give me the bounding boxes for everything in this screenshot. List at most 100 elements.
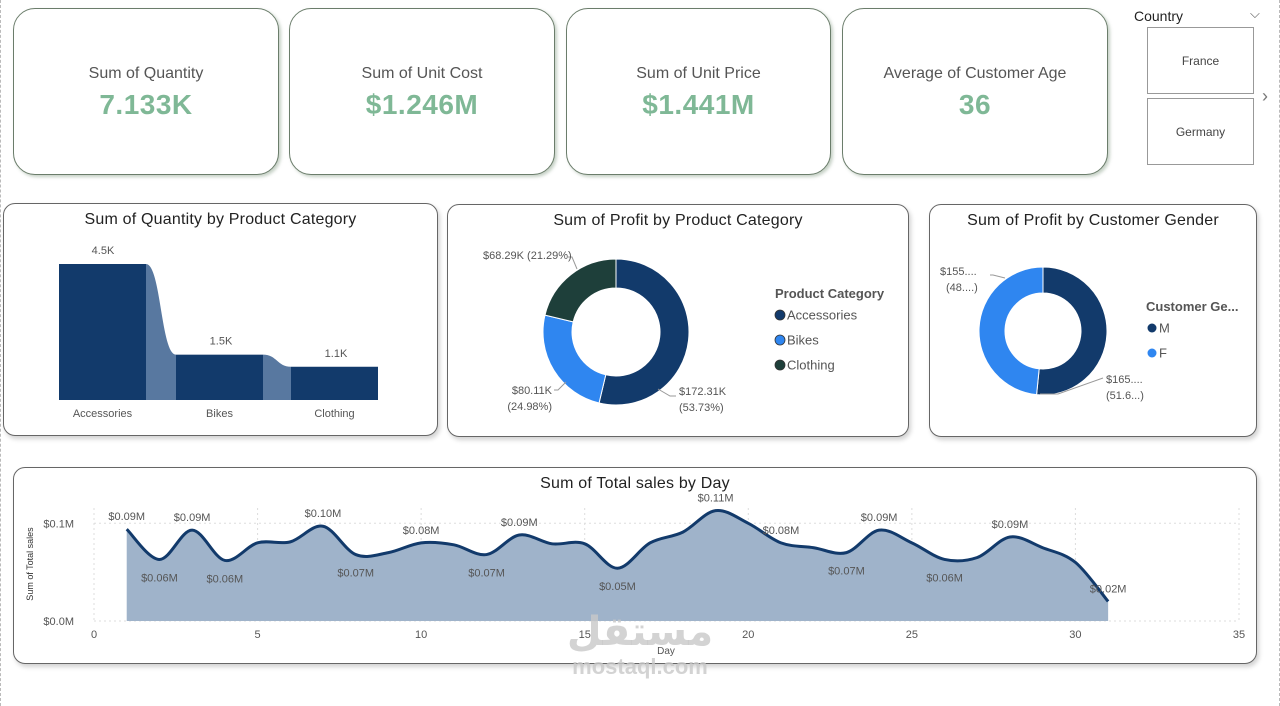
chart-title: Sum of Total sales by Day [540,475,730,492]
legend-marker [774,334,786,346]
y-tick-label: $0.0M [43,616,74,628]
chart-title: Sum of Profit by Customer Gender [967,212,1219,229]
slice-label: $68.29K (21.29%) [483,250,572,262]
legend-item: Bikes [787,333,819,348]
bar-clothing [291,366,378,400]
chart-title: Sum of Quantity by Product Category [84,211,357,228]
ribbon-chart: 4.5K Accessories 1.5K Bikes 1.1K Clothing [59,245,378,420]
legend-marker [1147,323,1157,333]
data-label: 4.5K [92,245,115,257]
sales-by-day-panel[interactable]: Sum of Total sales by Day $0.09M $0.06M $0… [13,467,1257,664]
legend-marker [774,359,786,371]
donut-slice-f [978,266,1044,396]
x-tick-label: 0 [91,629,97,641]
donut-slice-accessories [598,258,690,406]
kpi-card-unit-cost[interactable]: Sum of Unit Cost $1.246M [289,8,555,175]
slice-label: $155.... [940,266,977,278]
kpi-label: Sum of Quantity [88,65,204,82]
x-tick-label: 25 [906,629,918,641]
donut-slice-bikes [542,314,607,404]
area-fill [126,510,1109,621]
slice-label: (48....) [946,282,978,294]
data-label: $0.02M [1090,583,1127,595]
data-label: $0.08M [403,525,440,537]
legend-title: Customer Ge... [1146,299,1238,314]
kpi-value: 7.133K [99,89,193,120]
leader-line [1040,377,1104,395]
kpi-card-unit-price[interactable]: Sum of Unit Price $1.441M [566,8,831,175]
ribbon-connector [263,354,291,400]
slice-label: (53.73%) [679,402,724,414]
kpi-value: 36 [958,89,992,120]
x-tick-label: 35 [1233,629,1245,641]
y-tick-label: $0.1M [43,518,74,530]
kpi-card-customer-age[interactable]: Average of Customer Age 36 [842,8,1108,175]
slice-label: (24.98%) [507,401,552,413]
donut-chart-category: $172.31K (53.73%) $80.11K (24.98%) $68.29K (… [483,250,885,414]
profit-by-category-panel[interactable]: Sum of Profit by Product Category $172.3… [447,204,909,437]
category-label: Clothing [314,408,354,420]
data-label: $0.05M [599,581,636,593]
data-label: $0.07M [468,568,505,580]
slicer-title: Country [1134,8,1184,24]
series-line [125,509,1110,603]
chart-title: Sum of Profit by Product Category [553,212,803,229]
slice-label: (51.6...) [1106,390,1144,402]
kpi-label: Sum of Unit Price [636,65,761,82]
category-label: Accessories [73,408,133,420]
legend-item: F [1159,346,1167,361]
donut-slice-m [1036,266,1108,396]
bar-accessories [59,264,146,400]
x-tick-label: 20 [742,629,754,641]
category-label: Bikes [206,408,233,420]
data-label: $0.07M [828,566,865,578]
data-label: $0.11M [698,493,734,505]
leader-line [554,381,567,391]
data-label: $0.09M [108,511,145,523]
chevron-down-icon[interactable]: ⌵ [1250,6,1260,21]
kpi-value: $1.246M [365,89,479,120]
donut-chart-gender: $165.... (51.6...) $155.... (48....) Custome… [940,266,1238,402]
profit-by-gender-panel[interactable]: Sum of Profit by Customer Gender $165...… [929,204,1257,437]
data-label: $0.09M [501,517,538,529]
legend-item: Clothing [787,358,835,373]
x-tick-label: 30 [1069,629,1081,641]
donut-slice-clothing [544,258,617,323]
slice-label: $80.11K [512,385,553,397]
x-axis-title: Day [657,646,675,657]
slicer-option-france[interactable]: France [1147,27,1254,94]
data-label: 1.5K [210,336,233,348]
data-label: $0.08M [763,525,800,537]
data-label: 1.1K [325,348,348,360]
x-tick-label: 15 [579,629,591,641]
slice-label: $165.... [1106,374,1143,386]
data-label: $0.09M [992,519,1029,531]
leader-line [657,388,676,397]
kpi-value: $1.441M [642,89,755,120]
y-axis-title: Sum of Total sales [25,527,35,601]
leader-line [990,274,1006,279]
kpi-card-quantity[interactable]: Sum of Quantity 7.133K [13,8,279,175]
legend-title: Product Category [775,286,885,301]
bar-bikes [176,354,263,400]
legend-item: M [1159,321,1170,336]
kpi-label: Sum of Unit Cost [361,65,483,82]
data-label: $0.06M [207,573,244,585]
chevron-right-icon[interactable]: › [1262,86,1268,106]
ribbon-connector [146,264,176,400]
area-chart: $0.09M $0.06M $0.09M $0.06M $0.10M $0.07M $0.0… [25,493,1245,657]
quantity-by-category-panel[interactable]: Sum of Quantity by Product Category 4.5K… [3,203,438,436]
data-label: $0.10M [305,508,342,520]
leader-line [568,256,578,270]
data-label: $0.09M [861,512,898,524]
legend-marker [774,309,786,321]
x-tick-label: 5 [255,629,261,641]
data-label: $0.09M [174,512,211,524]
data-label: $0.06M [926,572,963,584]
legend-marker [1147,348,1157,358]
slice-label: $172.31K [679,386,727,398]
slicer-option-germany[interactable]: Germany [1147,98,1254,165]
legend-item: Accessories [787,308,858,323]
data-label: $0.07M [337,568,374,580]
x-tick-label: 10 [415,629,427,641]
